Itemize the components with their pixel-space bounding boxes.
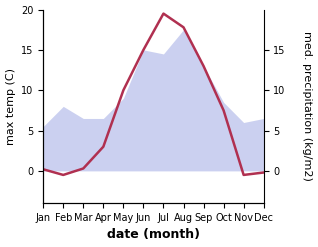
Y-axis label: med. precipitation (kg/m2): med. precipitation (kg/m2): [302, 31, 313, 181]
X-axis label: date (month): date (month): [107, 228, 200, 242]
Y-axis label: max temp (C): max temp (C): [5, 68, 16, 145]
